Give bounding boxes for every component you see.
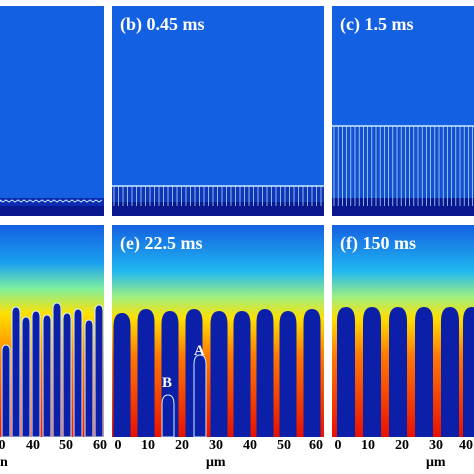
dendrite-arm bbox=[193, 354, 207, 437]
dendrite-arm bbox=[363, 307, 381, 437]
tick-label: 10 bbox=[361, 438, 375, 453]
axis-ticks-f: 0 10 20 30 40 bbox=[332, 438, 474, 454]
tick-label: 60 bbox=[93, 438, 107, 453]
panel-a bbox=[0, 6, 104, 216]
dendrite-arm bbox=[84, 319, 94, 437]
dendrite-arm bbox=[337, 307, 355, 437]
panel-b-image bbox=[112, 6, 324, 216]
panel-f-label: (f) 150 ms bbox=[340, 233, 416, 253]
dendrite-arm bbox=[210, 311, 228, 437]
marker-b: B bbox=[162, 375, 173, 391]
dendrite-arm bbox=[42, 314, 52, 437]
dendrite-arm bbox=[1, 344, 11, 437]
tick-label: 50 bbox=[277, 438, 291, 453]
dendrite-arm bbox=[389, 307, 407, 437]
tick-label: 0 bbox=[114, 438, 122, 453]
dendrite-arm bbox=[463, 307, 474, 437]
panel-e-image bbox=[112, 225, 324, 437]
axis-unit-e: μm bbox=[206, 455, 226, 470]
dendrite-arm bbox=[52, 302, 62, 437]
tick-label: 20 bbox=[395, 438, 409, 453]
dendrite-arm bbox=[21, 316, 31, 437]
dendrite-arm bbox=[441, 307, 459, 437]
panel-e-label: (e) 22.5 ms bbox=[120, 233, 203, 253]
tick-label: 40 bbox=[243, 438, 257, 453]
tick-label: 0 bbox=[334, 438, 342, 453]
panel-e: (e) 22.5 ms A B bbox=[112, 225, 324, 437]
tick-label: 30 bbox=[429, 438, 443, 453]
axis-unit-left: n bbox=[0, 455, 8, 470]
dendrite-arm bbox=[62, 312, 72, 437]
tick-label: 20 bbox=[175, 438, 189, 453]
tick-label: 60 bbox=[309, 438, 323, 453]
tick-label: 40 bbox=[459, 438, 473, 453]
panel-d-image bbox=[0, 225, 104, 437]
dendrite-arm bbox=[256, 309, 274, 437]
dendrite-arm bbox=[137, 309, 155, 437]
dendrite-arm bbox=[415, 307, 433, 437]
dendrite-arm bbox=[31, 310, 41, 437]
dendrite-arm bbox=[233, 311, 251, 437]
tick-label: 50 bbox=[59, 438, 73, 453]
axis-ticks-e: 0 10 20 30 40 50 60 bbox=[112, 438, 326, 454]
dendrite-arm bbox=[303, 309, 321, 437]
axis-ticks-d: 0 40 50 60 bbox=[0, 438, 110, 454]
dendrite-arm bbox=[94, 304, 104, 437]
tick-label: 30 bbox=[209, 438, 223, 453]
tick-label: 0 bbox=[0, 438, 6, 453]
panel-a-image bbox=[0, 6, 104, 216]
dendrite-arm bbox=[279, 311, 297, 437]
dendrite-arm bbox=[11, 306, 21, 437]
panel-b-label: (b) 0.45 ms bbox=[120, 14, 205, 34]
panel-d bbox=[0, 225, 104, 437]
dendrite-arm bbox=[73, 308, 83, 437]
panel-c-image bbox=[332, 6, 474, 216]
tick-label: 10 bbox=[141, 438, 155, 453]
tick-label: 40 bbox=[26, 438, 40, 453]
marker-a: A bbox=[194, 343, 205, 359]
panel-f: (f) 150 ms bbox=[332, 225, 474, 437]
panel-f-image bbox=[332, 225, 474, 437]
dendrite-arm bbox=[113, 313, 131, 437]
axis-unit-f: μm bbox=[426, 455, 446, 470]
panel-c-label: (c) 1.5 ms bbox=[340, 14, 414, 34]
panel-c: (c) 1.5 ms bbox=[332, 6, 474, 216]
dendrite-arm bbox=[161, 394, 175, 437]
panel-b: (b) 0.45 ms bbox=[112, 6, 324, 216]
